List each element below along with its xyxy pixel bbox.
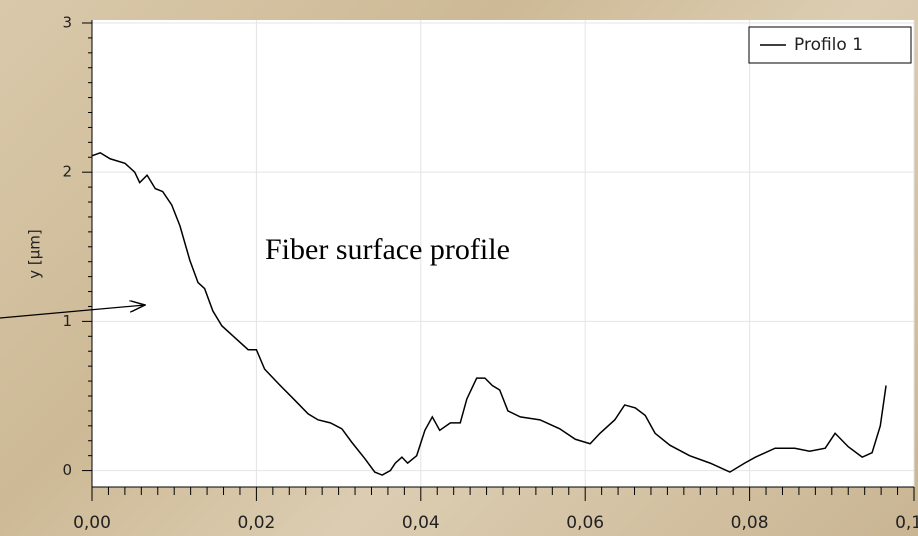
x-tick-label: 0,10 — [895, 513, 918, 533]
x-tick-label: 0,06 — [566, 513, 604, 533]
x-tick-label: 0,04 — [402, 513, 440, 533]
y-tick-label: 1 — [62, 312, 72, 330]
y-tick-label: 3 — [62, 13, 72, 31]
annotation-arrow — [0, 305, 145, 319]
x-tick-label: 0,00 — [73, 513, 111, 533]
x-tick-label: 0,08 — [731, 513, 769, 533]
plot-area — [92, 20, 914, 487]
profile-line — [91, 151, 887, 476]
annotation: Fiber surface profile — [265, 233, 510, 266]
y-axis-label: y [µm] — [26, 229, 44, 279]
y-tick-label: 2 — [62, 163, 72, 181]
x-tick-label: 0,02 — [237, 513, 275, 533]
legend-label: Profilo 1 — [794, 35, 863, 55]
y-tick-label: 0 — [62, 461, 72, 479]
